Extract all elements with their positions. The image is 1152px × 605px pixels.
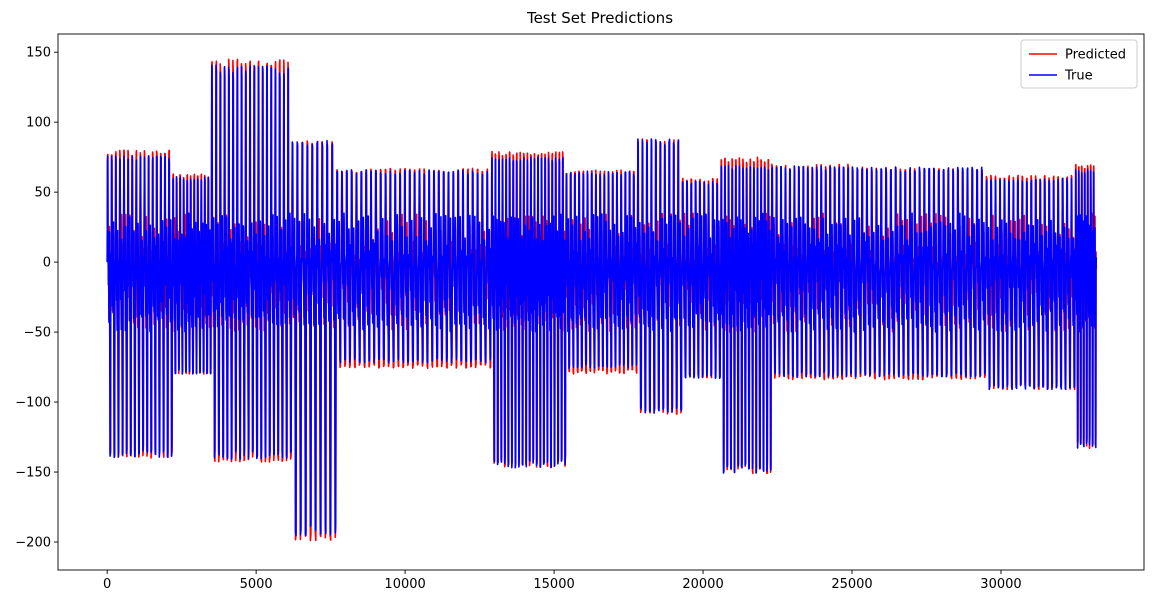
y-tick-label: 100 [26, 116, 51, 131]
legend: Predicted True [1020, 39, 1138, 89]
y-tick-label: −50 [24, 326, 51, 341]
y-tick-label: −200 [15, 536, 51, 551]
y-tick-label: −150 [15, 466, 51, 481]
legend-label-predicted: Predicted [1065, 48, 1126, 63]
x-tick-label: 20000 [682, 577, 723, 592]
x-tick-label: 15000 [533, 577, 574, 592]
x-tick-label: 10000 [384, 577, 425, 592]
series-line-true [106, 64, 1098, 537]
legend-label-true: True [1064, 69, 1093, 84]
x-tick-label: 5000 [240, 577, 273, 592]
series-layer [106, 58, 1098, 542]
legend-box [1020, 39, 1138, 89]
x-tick-label: 30000 [980, 577, 1021, 592]
y-tick-label: −100 [15, 396, 51, 411]
y-tick-label: 0 [43, 256, 51, 271]
y-tick-label: 150 [26, 46, 51, 61]
axes: 0 5000 10000 15000 20000 25000 30000 −200 −150 −1… [15, 33, 1145, 592]
plot-frame [57, 33, 1145, 571]
chart-title: Test Set Predictions [526, 9, 673, 27]
y-tick-label: 50 [34, 186, 51, 201]
x-tick-label: 25000 [831, 577, 872, 592]
x-tick-label: 0 [103, 577, 111, 592]
